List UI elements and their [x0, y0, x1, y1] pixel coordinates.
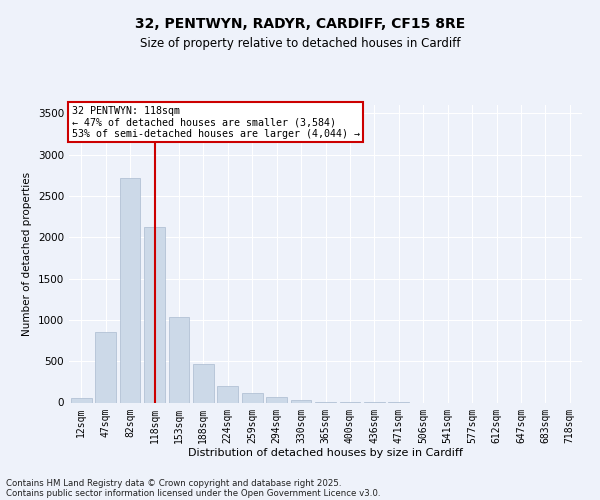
Text: Contains public sector information licensed under the Open Government Licence v3: Contains public sector information licen… — [6, 488, 380, 498]
X-axis label: Distribution of detached houses by size in Cardiff: Distribution of detached houses by size … — [188, 448, 463, 458]
Text: 32, PENTWYN, RADYR, CARDIFF, CF15 8RE: 32, PENTWYN, RADYR, CARDIFF, CF15 8RE — [135, 18, 465, 32]
Bar — [242, 394, 263, 402]
Bar — [95, 332, 116, 402]
Text: Contains HM Land Registry data © Crown copyright and database right 2025.: Contains HM Land Registry data © Crown c… — [6, 478, 341, 488]
Bar — [119, 178, 140, 402]
Y-axis label: Number of detached properties: Number of detached properties — [22, 172, 32, 336]
Text: Size of property relative to detached houses in Cardiff: Size of property relative to detached ho… — [140, 38, 460, 51]
Bar — [144, 228, 165, 402]
Bar — [290, 400, 311, 402]
Bar — [193, 364, 214, 403]
Bar — [71, 398, 92, 402]
Bar — [266, 396, 287, 402]
Text: 32 PENTWYN: 118sqm
← 47% of detached houses are smaller (3,584)
53% of semi-deta: 32 PENTWYN: 118sqm ← 47% of detached hou… — [71, 106, 359, 139]
Bar — [169, 316, 190, 402]
Bar — [217, 386, 238, 402]
